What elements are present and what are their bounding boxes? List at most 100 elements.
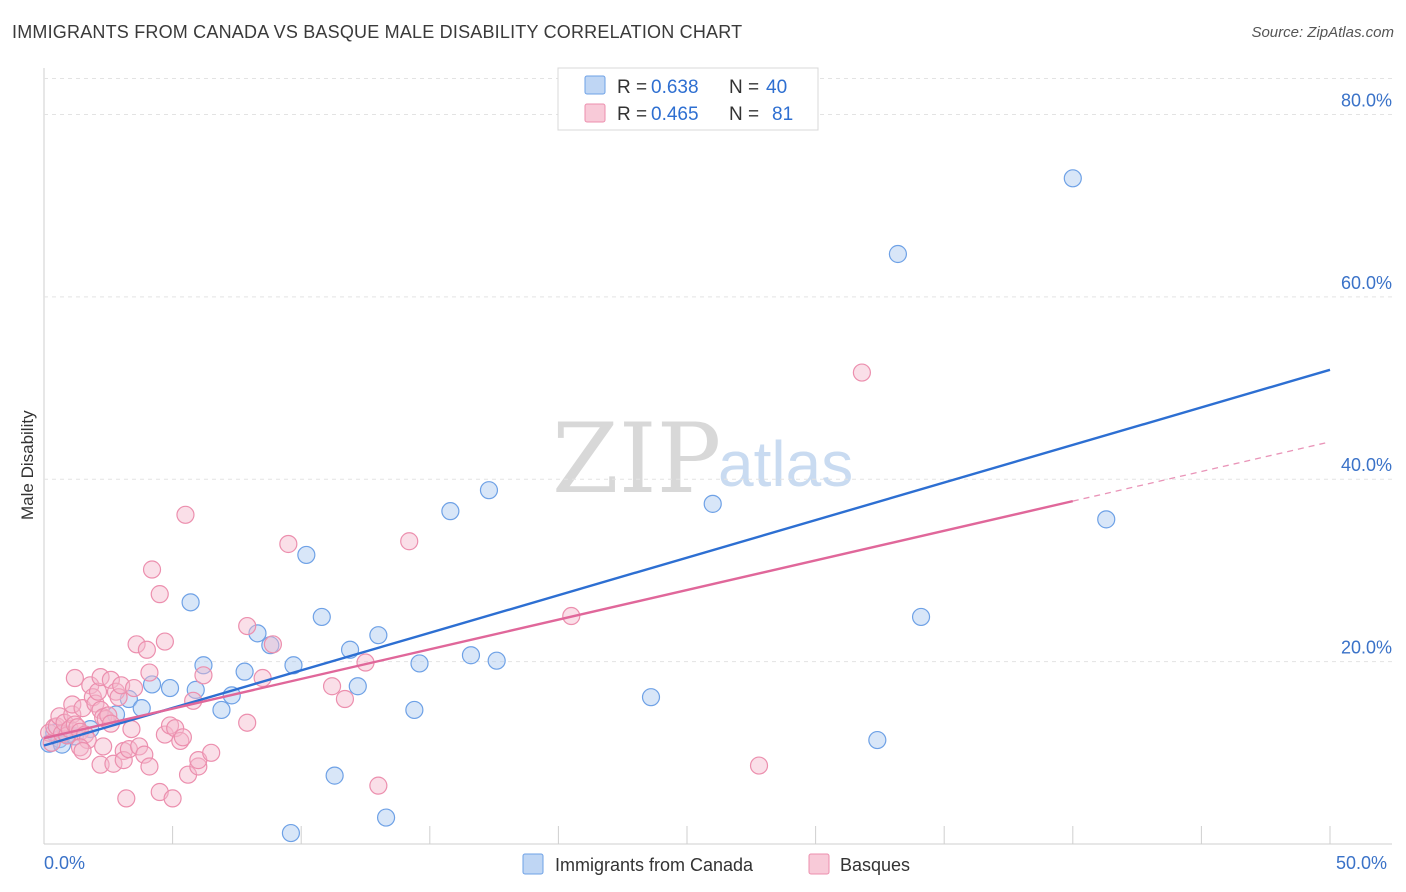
y-tick-label: 20.0% (1341, 638, 1392, 658)
point-canada (405, 700, 424, 720)
point-canada (186, 680, 205, 699)
point-canada (160, 678, 180, 698)
y-tick-labels: 20.0% 40.0% 60.0% 80.0% (1341, 90, 1392, 657)
point-basques (91, 668, 110, 687)
legend-n-label-basques: N = (729, 104, 759, 125)
point-canada (410, 654, 429, 673)
point-basques (94, 737, 113, 756)
point-canada (281, 823, 301, 843)
point-basques (91, 755, 110, 774)
point-canada (868, 730, 887, 750)
point-canada (325, 766, 344, 785)
point-basques (142, 560, 162, 579)
point-basques (127, 635, 146, 654)
point-basques (852, 363, 871, 382)
point-basques (104, 754, 123, 773)
legend-n-value-basques: 81 (772, 104, 793, 125)
y-tick-label: 40.0% (1341, 455, 1392, 475)
point-basques (73, 741, 92, 761)
point-basques (124, 678, 144, 698)
bottom-legend: Immigrants from Canada Basques (522, 853, 910, 875)
point-basques (155, 725, 174, 744)
point-basques (400, 532, 419, 551)
legend-r-label-basques: R = (617, 104, 647, 125)
point-basques (202, 743, 221, 762)
point-canada (487, 651, 506, 670)
trend-line-basques (43, 499, 1074, 740)
point-basques (122, 719, 141, 739)
point-canada (461, 646, 481, 665)
point-basques (140, 663, 159, 682)
point-basques (238, 616, 257, 636)
bottom-legend-label-canada: Immigrants from Canada (555, 855, 754, 875)
watermark-atlas: atlas (718, 428, 853, 500)
bottom-legend-label-basques: Basques (840, 855, 910, 875)
chart-title: IMMIGRANTS FROM CANADA VS BASQUE MALE DI… (12, 22, 743, 42)
point-basques (173, 728, 192, 747)
legend-n-label-canada: N = (729, 77, 759, 98)
point-basques (189, 757, 208, 776)
bottom-legend-swatch-basques (808, 853, 830, 875)
x-tick-label-min: 0.0% (44, 853, 85, 873)
point-canada (441, 502, 460, 521)
legend-swatch-basques (584, 103, 606, 123)
point-basques (160, 716, 180, 735)
point-basques (114, 751, 133, 770)
point-basques (140, 757, 159, 776)
legend-r-label-canada: R = (617, 77, 647, 98)
point-canada (212, 700, 231, 720)
point-canada (181, 593, 200, 612)
point-canada (1097, 510, 1116, 529)
point-basques (749, 756, 769, 775)
point-basques (369, 776, 388, 795)
point-basques (263, 635, 283, 654)
point-canada (312, 607, 331, 627)
trend-line-basques-extension (1072, 441, 1331, 502)
data-points (40, 169, 1116, 843)
point-basques (335, 689, 355, 709)
point-canada (1063, 169, 1082, 188)
y-axis-title: Male Disability (18, 410, 37, 520)
trend-lines (43, 368, 1331, 747)
legend-r-value-basques: 0.465 (651, 104, 699, 125)
chart-source: Source: ZipAtlas.com (1251, 24, 1394, 41)
legend-n-value-canada: 40 (766, 77, 787, 98)
trend-line-canada (43, 368, 1331, 747)
y-tick-label: 80.0% (1341, 90, 1392, 110)
grid-lines (44, 78, 1392, 663)
point-basques (135, 745, 154, 764)
point-canada (911, 607, 931, 627)
point-basques (194, 666, 213, 685)
point-canada (348, 677, 367, 696)
legend-r-value-canada: 0.638 (651, 77, 699, 98)
point-canada (641, 688, 661, 707)
legend-box: R = 0.638 N = 40 R = 0.465 N = 81 (557, 67, 819, 131)
bottom-legend-swatch-canada (522, 853, 544, 875)
point-basques (279, 534, 298, 554)
point-basques (238, 713, 257, 732)
point-canada (142, 675, 162, 694)
legend-swatch-canada (584, 75, 606, 95)
point-basques (65, 668, 84, 688)
point-basques (155, 632, 174, 651)
point-basques (176, 505, 195, 524)
point-canada (194, 656, 213, 675)
point-canada (888, 244, 908, 264)
watermark-zip: ZIP (552, 403, 721, 515)
point-canada (703, 494, 722, 513)
point-canada (248, 624, 267, 643)
point-canada (369, 626, 388, 645)
point-basques (88, 682, 108, 701)
point-basques (117, 789, 136, 808)
point-basques (163, 789, 182, 808)
point-canada (235, 662, 254, 681)
point-basques (101, 670, 120, 689)
point-basques (322, 677, 342, 696)
point-canada (479, 481, 499, 500)
point-canada (297, 545, 316, 565)
point-basques (137, 640, 156, 659)
x-tick-label-max: 50.0% (1336, 853, 1387, 873)
point-canada (376, 808, 396, 827)
point-basques (63, 695, 82, 714)
